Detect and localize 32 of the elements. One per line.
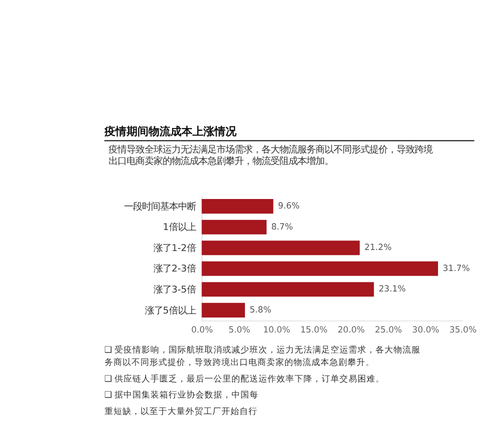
x-tick-label: 0.0% [191, 326, 213, 336]
y-tick-label: 涨了1-2倍 [154, 242, 196, 254]
y-tick-label: 涨了5倍以上 [144, 305, 196, 316]
x-tick-label: 10.0% [263, 326, 290, 336]
data-label: 31.7% [442, 264, 470, 274]
data-label: 8.7% [271, 222, 293, 232]
bar [202, 261, 438, 276]
y-tick-label: 一段时间基本中断 [124, 201, 196, 212]
data-label: 5.8% [250, 306, 272, 316]
text: 重短缺，以至于大量外贸工厂开始自行 [104, 406, 258, 418]
data-label: 9.6% [278, 202, 300, 212]
chart-title: 疫情期间物流成本上涨情况 [103, 125, 238, 138]
x-tick-label: 25.0% [374, 326, 402, 336]
x-tick-label: 35.0% [449, 326, 477, 336]
x-tick-label: 15.0% [300, 326, 328, 336]
data-label: 21.2% [364, 243, 392, 254]
bar [202, 199, 274, 214]
chart-subtitle: 疫情导致全球运力无法满足市场需求，各大物流服务商以不同形式提价，导致跨境出口电商卖家的物流成本急剧攀升，物流受阻成本增加。 [108, 144, 432, 168]
text: ❑ 供应链人手匮乏，最后一公里的配送运作效率下降，订单交易困难。 [104, 373, 385, 384]
data-label: 23.1% [378, 284, 406, 295]
y-tick-label: 涨了2-3倍 [154, 264, 196, 275]
text: ❑ 据中国集装箱行业协会数据，中国每 [104, 390, 259, 401]
text: ❑ 受疫情影响，国际航班取消或减少班次，运力无法满足空运需求，各大物流服务商以不同形式提价，导致跨境出口电商卖家的物流成本急剧攀升。 [104, 344, 421, 368]
bar [202, 220, 267, 234]
x-tick-label: 20.0% [338, 326, 365, 336]
x-tick-label: 30.0% [412, 326, 440, 336]
bar [202, 302, 245, 318]
y-tick-label: 1倍以上 [162, 222, 196, 234]
x-tick-label: 5.0% [228, 326, 250, 336]
y-tick-label: 涨了3-5倍 [154, 284, 196, 296]
bar [202, 240, 360, 256]
bar [202, 282, 374, 297]
